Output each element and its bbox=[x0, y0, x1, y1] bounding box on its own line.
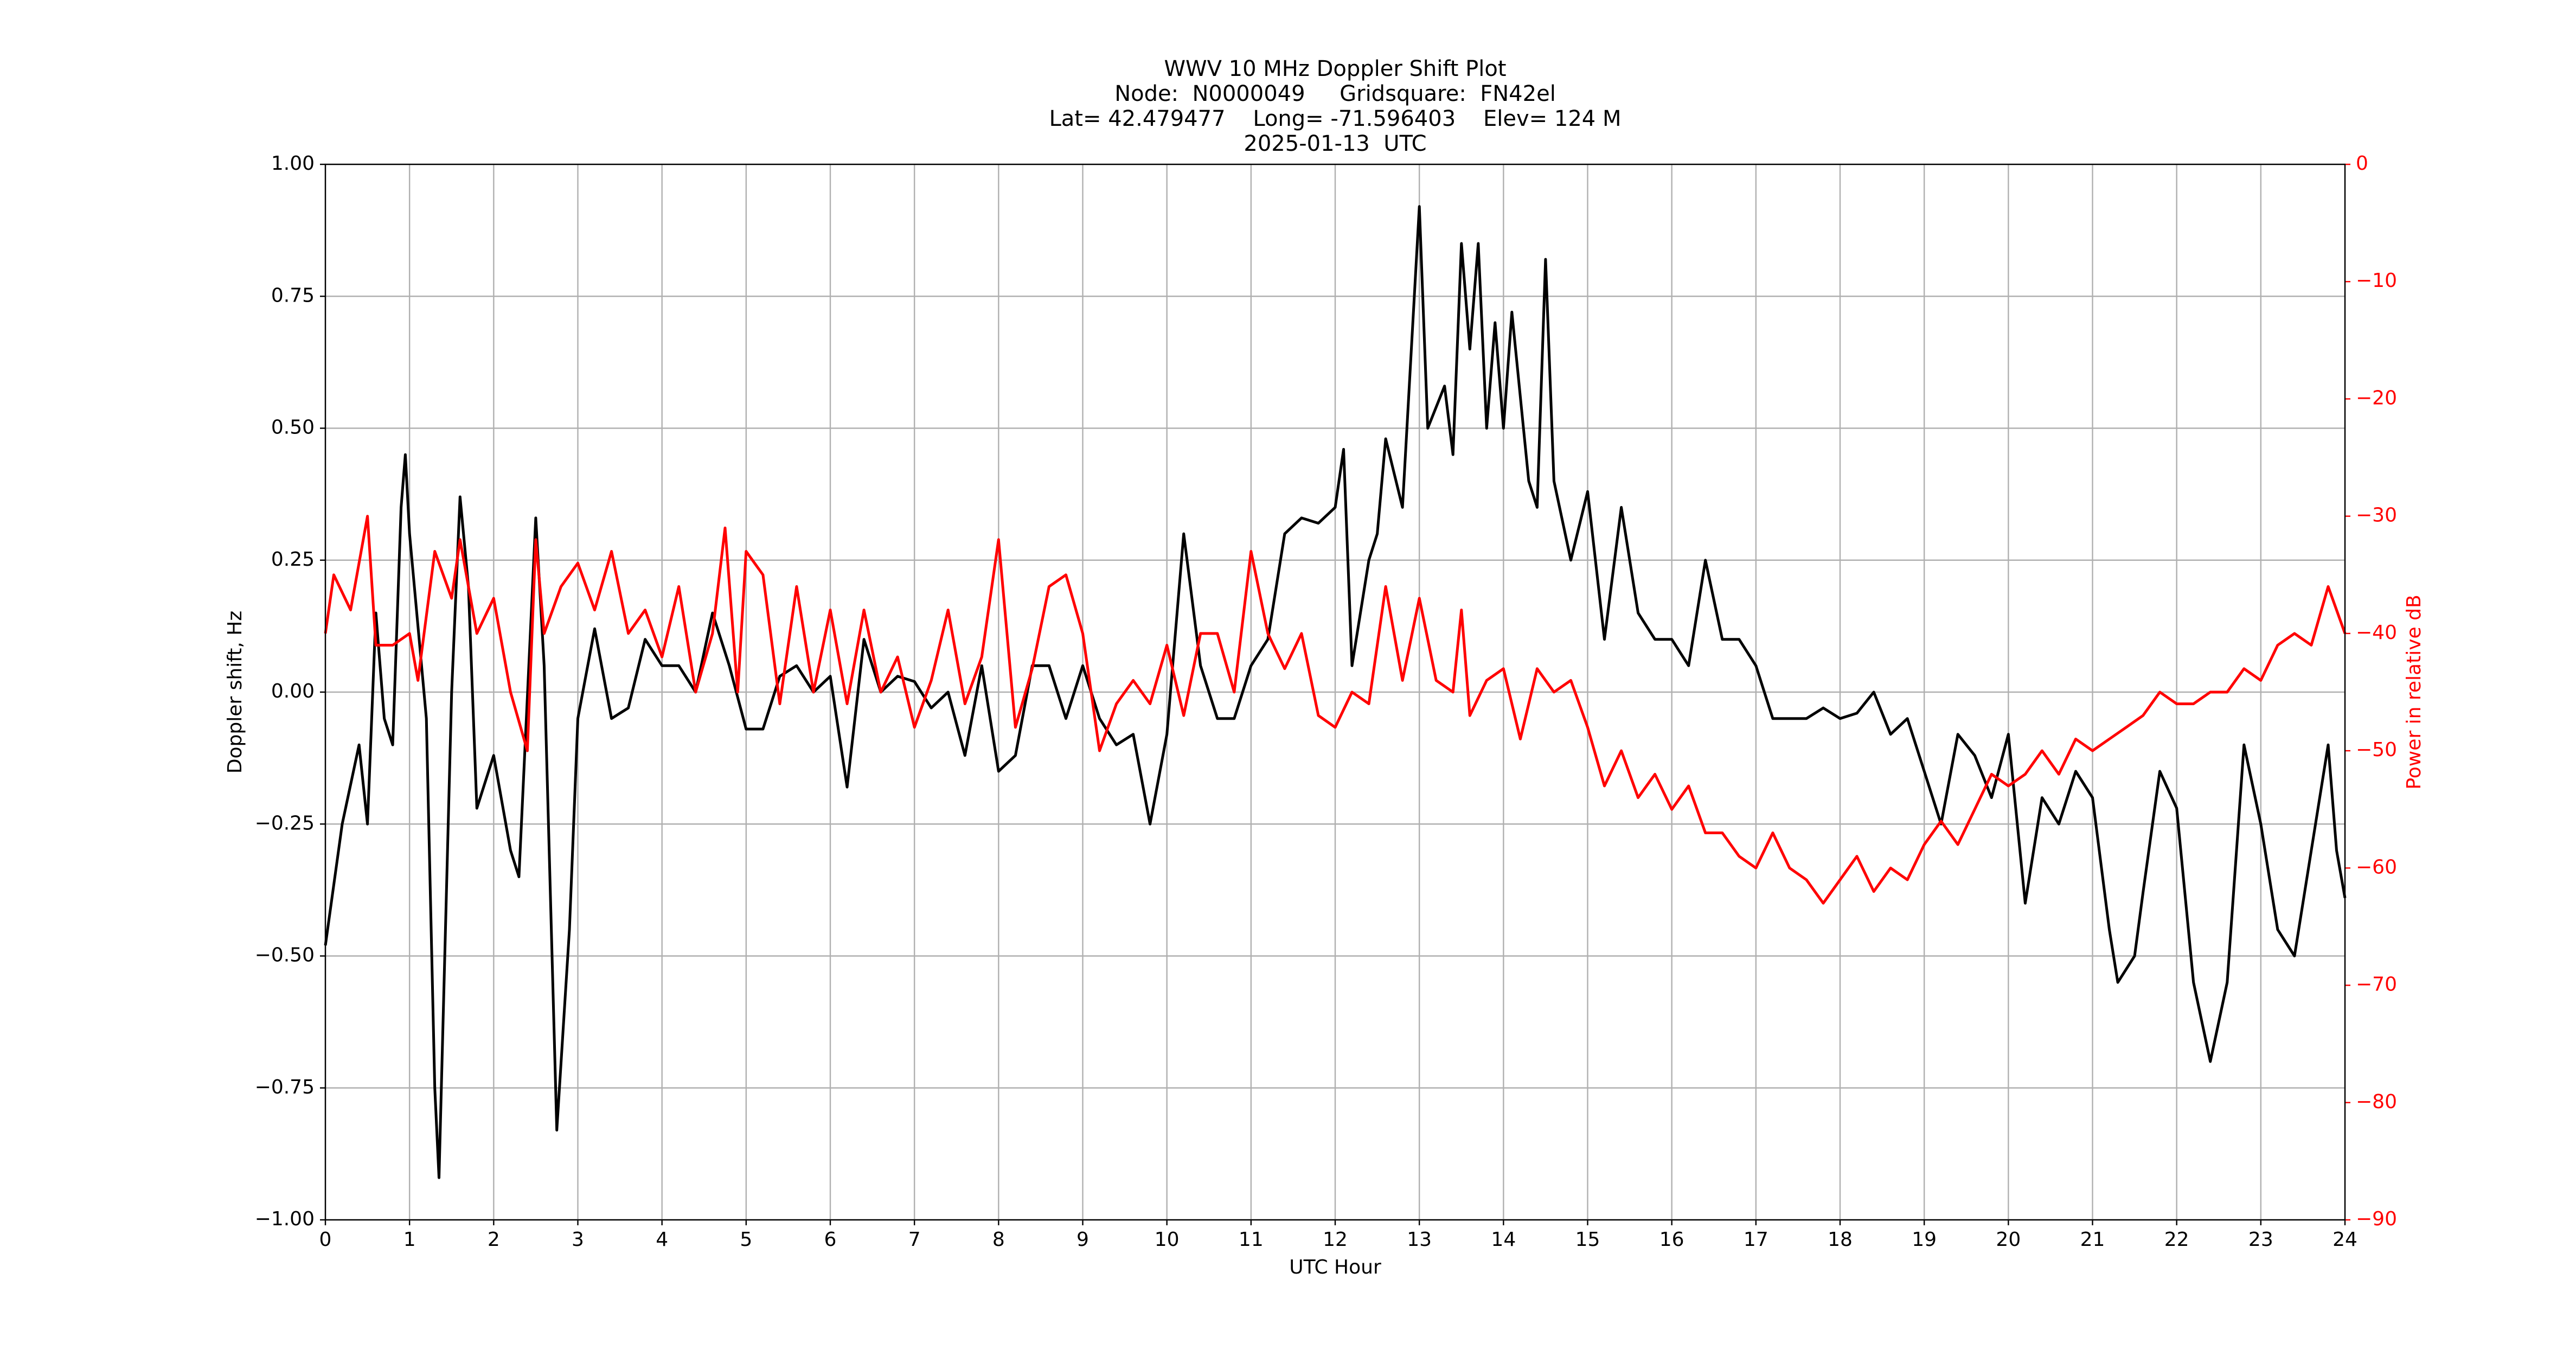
y2-tick-label: −60 bbox=[2356, 856, 2397, 878]
y2-axis-label: Power in relative dB bbox=[2403, 594, 2425, 789]
y-tick-label: −0.25 bbox=[255, 812, 315, 834]
y-axis-label: Doppler shift, Hz bbox=[224, 611, 246, 773]
y-tick-label: −0.50 bbox=[255, 944, 315, 967]
chart-subtitle: 2025-01-13 UTC bbox=[1244, 131, 1426, 156]
y-tick-label: 0.75 bbox=[271, 284, 315, 306]
y-tick-label: −1.00 bbox=[255, 1208, 315, 1230]
x-tick-label: 22 bbox=[2164, 1229, 2189, 1251]
y-tick-label: 0.00 bbox=[271, 680, 315, 702]
y2-tick-label: −30 bbox=[2356, 504, 2397, 527]
y-tick-label: −0.75 bbox=[255, 1076, 315, 1098]
x-axis-label: UTC Hour bbox=[1289, 1256, 1381, 1278]
x-tick-label: 5 bbox=[740, 1229, 752, 1251]
y2-tick-label: −50 bbox=[2356, 739, 2397, 761]
x-tick-label: 15 bbox=[1575, 1229, 1600, 1251]
y2-tick-label: −70 bbox=[2356, 974, 2397, 996]
x-tick-label: 16 bbox=[1659, 1229, 1684, 1251]
plot-frame bbox=[324, 163, 2346, 1221]
y2-tick-label: 0 bbox=[2356, 152, 2368, 175]
x-tick-label: 10 bbox=[1155, 1229, 1180, 1251]
y-tick-label: 0.25 bbox=[271, 548, 315, 571]
x-tick-label: 0 bbox=[319, 1229, 332, 1251]
x-tick-label: 8 bbox=[992, 1229, 1005, 1251]
y2-tick-label: −40 bbox=[2356, 622, 2397, 644]
data-line bbox=[324, 515, 2347, 905]
x-tick-label: 24 bbox=[2333, 1229, 2357, 1251]
y2-tick-label: −20 bbox=[2356, 387, 2397, 409]
x-tick-label: 1 bbox=[403, 1229, 416, 1251]
y2-tick-label: −90 bbox=[2356, 1208, 2397, 1230]
x-tick-label: 3 bbox=[572, 1229, 584, 1251]
x-tick-label: 6 bbox=[824, 1229, 837, 1251]
chart-title: WWV 10 MHz Doppler Shift Plot bbox=[1164, 56, 1506, 81]
x-tick-label: 17 bbox=[1744, 1229, 1768, 1251]
y2-tick-label: −10 bbox=[2356, 270, 2397, 292]
x-tick-label: 23 bbox=[2248, 1229, 2273, 1251]
y2-tick-label: −80 bbox=[2356, 1091, 2397, 1113]
x-tick-label: 13 bbox=[1407, 1229, 1432, 1251]
y-tick-label: 0.50 bbox=[271, 417, 315, 439]
x-tick-label: 11 bbox=[1239, 1229, 1264, 1251]
x-tick-label: 20 bbox=[1996, 1229, 2021, 1251]
data-line bbox=[324, 205, 2347, 1179]
chart-subtitle: Lat= 42.479477 Long= -71.596403 Elev= 12… bbox=[1049, 106, 1622, 131]
x-tick-label: 14 bbox=[1491, 1229, 1516, 1251]
x-tick-label: 7 bbox=[908, 1229, 921, 1251]
x-tick-label: 2 bbox=[488, 1229, 500, 1251]
x-tick-label: 19 bbox=[1912, 1229, 1937, 1251]
x-tick-label: 18 bbox=[1828, 1229, 1853, 1251]
chart-subtitle: Node: N0000049 Gridsquare: FN42el bbox=[1114, 81, 1556, 106]
x-tick-label: 9 bbox=[1076, 1229, 1089, 1251]
y-tick-label: 1.00 bbox=[271, 152, 315, 175]
x-tick-label: 21 bbox=[2080, 1229, 2105, 1251]
x-tick-label: 12 bbox=[1323, 1229, 1348, 1251]
x-tick-label: 4 bbox=[656, 1229, 668, 1251]
